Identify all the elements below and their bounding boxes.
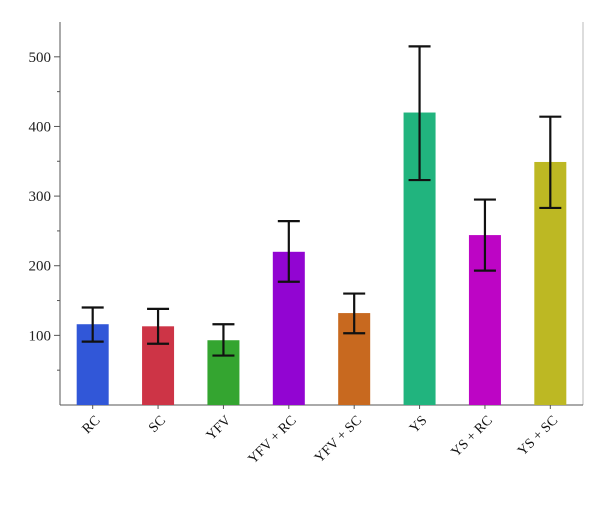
x-axis	[60, 404, 583, 409]
category-label: YS	[407, 413, 430, 436]
y-tick-label: 100	[29, 328, 52, 344]
category-label: SC	[146, 413, 169, 436]
y-tick-label: 400	[29, 119, 52, 135]
category-label: YS + RC	[449, 413, 496, 460]
y-tick-label: 500	[29, 50, 52, 66]
y-axis: 100 200 300 400 500	[29, 22, 584, 405]
y-tick-label: 200	[29, 259, 52, 275]
category-label: YFV + RC	[246, 413, 300, 467]
error-bars	[81, 45, 562, 357]
category-labels: RC SC YFV YFV + RC YFV + SC YS YS + RC YS + SC	[80, 413, 561, 467]
category-label: YS + SC	[515, 413, 561, 459]
category-label: RC	[80, 413, 104, 437]
bars	[76, 112, 567, 405]
category-label: YFV + SC	[312, 413, 365, 466]
category-label: YFV	[204, 413, 234, 443]
y-tick-label: 300	[29, 189, 52, 205]
